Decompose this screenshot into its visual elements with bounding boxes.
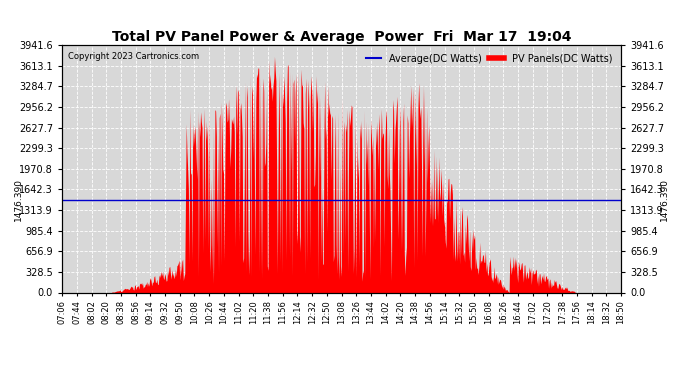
- Text: 1476.390: 1476.390: [660, 178, 669, 221]
- Legend: Average(DC Watts), PV Panels(DC Watts): Average(DC Watts), PV Panels(DC Watts): [362, 50, 616, 68]
- Text: Copyright 2023 Cartronics.com: Copyright 2023 Cartronics.com: [68, 53, 199, 62]
- Text: 1476.390: 1476.390: [14, 178, 23, 221]
- Title: Total PV Panel Power & Average  Power  Fri  Mar 17  19:04: Total PV Panel Power & Average Power Fri…: [112, 30, 571, 44]
